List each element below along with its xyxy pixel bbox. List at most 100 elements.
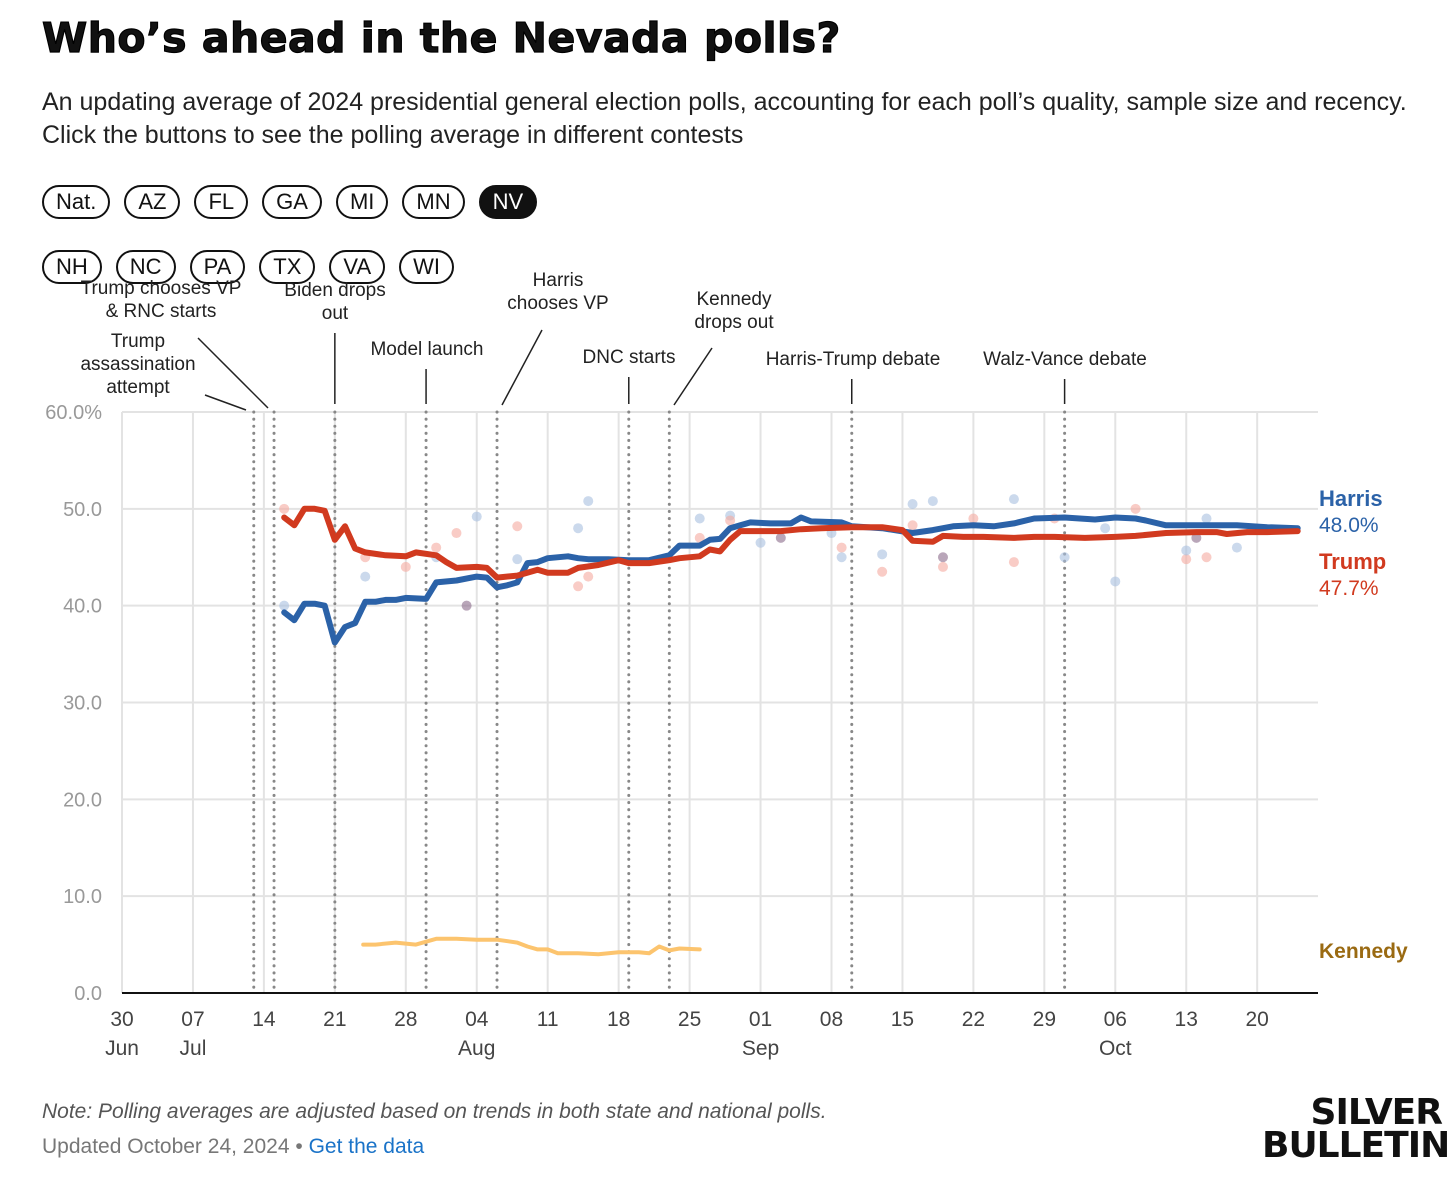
poll-dot-harris [877,549,888,560]
event-label: DNC starts [583,347,676,368]
x-tick-label: 18 [607,1008,630,1031]
poll-dot-harris [471,511,482,522]
x-tick-month-label: Jun [105,1037,139,1060]
page-title: Who’s ahead in the Nevada polls? [41,13,841,62]
poll-dot-harris [1100,523,1111,534]
y-tick-label: 10.0 [63,886,102,908]
poll-dot-both [775,532,786,543]
x-tick-label: 08 [820,1008,843,1031]
poll-dot-trump [512,521,523,532]
x-tick-label: 21 [323,1008,346,1031]
kennedy-label: Kennedy [1319,940,1408,963]
contest-button-va[interactable]: VA [329,250,386,284]
x-tick-month-label: Sep [742,1037,779,1060]
poll-dot-trump [694,532,705,543]
poll-dot-both [937,552,948,563]
x-tick-month-label: Aug [458,1037,495,1060]
poll-dot-trump [431,542,442,553]
poll-dot-harris [1059,552,1070,563]
poll-dot-trump [279,503,290,514]
poll-dot-trump [907,520,918,531]
contest-button-pa[interactable]: PA [189,250,246,284]
x-tick-label: 15 [891,1008,914,1031]
contest-buttons-row-2: NH NC PA TX VA WI [42,250,455,284]
x-tick-label: 20 [1246,1008,1269,1031]
poll-dot-harris [836,552,847,563]
poll-dot-both [1191,532,1202,543]
separator: • [295,1135,303,1158]
series-line-harris [281,514,1301,646]
x-tick-label: 07 [181,1008,204,1031]
y-tick-label: 30.0 [63,693,102,715]
poll-dot-harris [1110,576,1121,587]
y-tick-label: 50.0 [63,499,102,521]
poll-dot-harris [1201,513,1212,524]
y-tick-label: 60.0% [45,402,102,424]
contest-button-nh[interactable]: NH [42,250,102,284]
contest-button-mi[interactable]: MI [335,185,389,219]
event-label: Kennedy [696,289,772,310]
poll-dot-harris [1231,542,1242,553]
contest-button-nv[interactable]: NV [478,185,538,219]
event-leader-line [197,337,269,409]
subtitle: An updating average of 2024 presidential… [42,88,1407,149]
event-label: attempt [106,377,170,398]
x-tick-label: 28 [394,1008,417,1031]
poll-dot-harris [583,496,594,507]
event-label: Biden drops [284,280,385,301]
poll-dot-trump [836,542,847,553]
event-label: Trump chooses VP [81,278,242,299]
event-label: assassination [80,354,195,375]
x-tick-label: 25 [678,1008,701,1031]
contest-button-nc[interactable]: NC [115,250,176,284]
contest-button-az[interactable]: AZ [124,185,181,219]
poll-dot-harris [573,523,584,534]
poll-dot-harris [279,600,290,611]
poll-dot-trump [573,581,584,592]
updated-line: Updated October 24, 2024 • Get the data [42,1135,424,1159]
contest-button-fl[interactable]: FL [194,185,249,219]
contest-button-nat[interactable]: Nat. [42,185,111,219]
x-tick-label: 22 [962,1008,985,1031]
contest-button-ga[interactable]: GA [262,185,322,219]
event-label: Walz-Vance debate [983,349,1147,370]
updated-date: Updated October 24, 2024 [42,1135,290,1158]
trump-label: Trump [1319,549,1386,574]
x-tick-label: 29 [1033,1008,1056,1031]
poll-dot-trump [400,561,411,572]
poll-dot-trump [937,561,948,572]
y-tick-label: 20.0 [63,789,102,811]
harris-value: 48.0% [1319,514,1379,537]
poll-dot-harris [1181,545,1192,556]
trump-value: 47.7% [1319,577,1379,600]
contest-button-tx[interactable]: TX [259,250,316,284]
poll-dot-harris [755,537,766,548]
poll-dot-trump [877,566,888,577]
get-data-link[interactable]: Get the data [308,1135,425,1158]
y-tick-label: 40.0 [63,596,102,618]
poll-dot-trump [725,515,736,526]
event-label: out [322,303,349,324]
footnote: Note: Polling averages are adjusted base… [42,1100,827,1123]
poll-dot-both [461,600,472,611]
poll-dot-trump [968,513,979,524]
poll-dot-harris [907,498,918,509]
x-tick-label: 11 [537,1008,559,1031]
poll-dot-harris [360,571,371,582]
x-tick-label: 13 [1175,1008,1198,1031]
poll-dot-harris [927,496,938,507]
contest-button-wi[interactable]: WI [399,250,455,284]
poll-dot-harris [694,513,705,524]
contest-button-mn[interactable]: MN [402,185,465,219]
x-tick-label: 06 [1104,1008,1127,1031]
event-label: Harris-Trump debate [766,349,941,370]
poll-dot-harris [512,554,523,565]
x-tick-label: 01 [749,1008,772,1031]
event-label: Trump [111,331,165,352]
event-label: Model launch [370,339,483,360]
x-tick-label: 14 [252,1008,276,1031]
event-leader-line [501,329,543,406]
event-label: & RNC starts [106,301,217,322]
contest-buttons-row-1: Nat. AZ FL GA MI MN NV [42,185,538,219]
poll-dot-trump [1008,557,1019,568]
